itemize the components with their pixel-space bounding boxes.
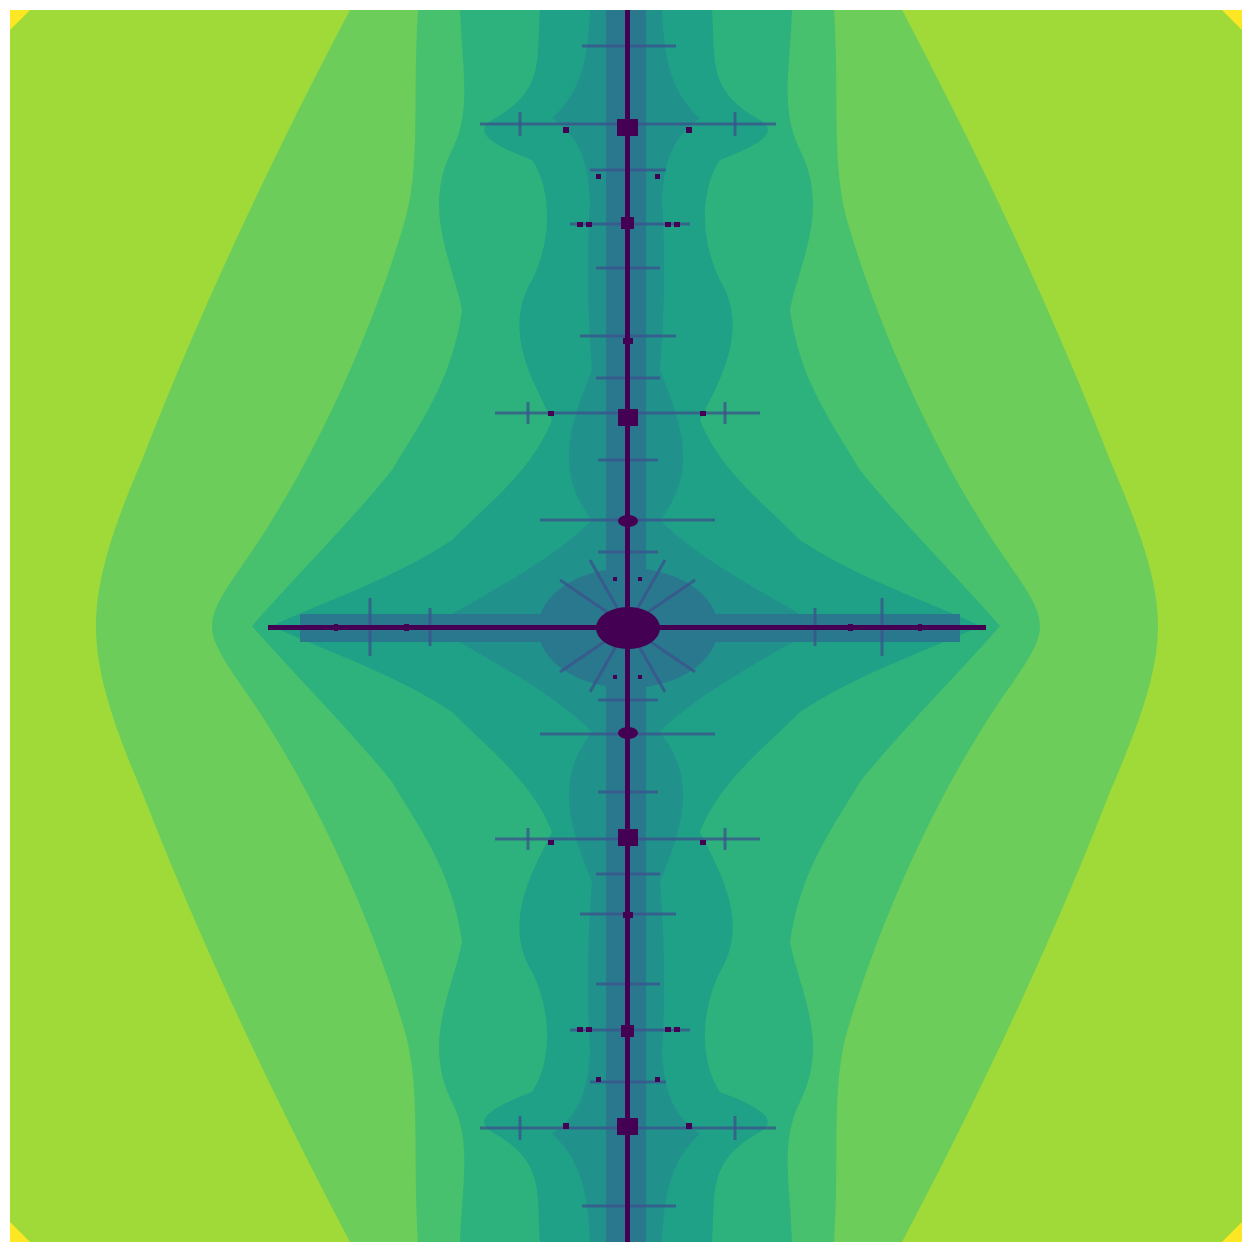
satellite [674,1027,680,1032]
satellite [674,222,680,227]
satellite [548,411,554,416]
bulb [621,217,634,229]
satellite [665,1027,671,1032]
bulb [623,338,633,344]
corner-speck [1222,10,1242,30]
satellite [586,222,592,227]
satellite [665,222,671,227]
bulb [621,1025,634,1037]
satellite [686,1123,692,1129]
corner-speck [10,10,30,30]
satellite [655,1077,660,1082]
satellite [563,127,569,133]
satellite [577,222,583,227]
satellite [596,174,601,179]
satellite [638,577,642,581]
bulb [618,515,638,527]
satellite [848,624,853,631]
satellite [613,577,617,581]
satellite [404,624,409,631]
bulb [617,119,638,136]
satellite [596,1077,601,1082]
satellite [655,174,660,179]
interior-set [268,10,986,1242]
bulb [623,912,633,918]
satellite [613,675,617,679]
bulb [618,727,638,739]
bulb [618,409,638,426]
satellite [586,1027,592,1032]
satellite [686,127,692,133]
satellite [638,675,642,679]
bulb [617,1118,638,1135]
satellite [700,840,706,845]
satellite [700,411,706,416]
satellite [548,840,554,845]
corner-speck [1222,1222,1242,1242]
satellite [563,1123,569,1129]
main-cardioid [596,607,660,649]
satellite [334,624,338,631]
satellite [918,624,922,631]
satellite [577,1027,583,1032]
corner-speck [10,1222,30,1242]
bulb [618,829,638,846]
